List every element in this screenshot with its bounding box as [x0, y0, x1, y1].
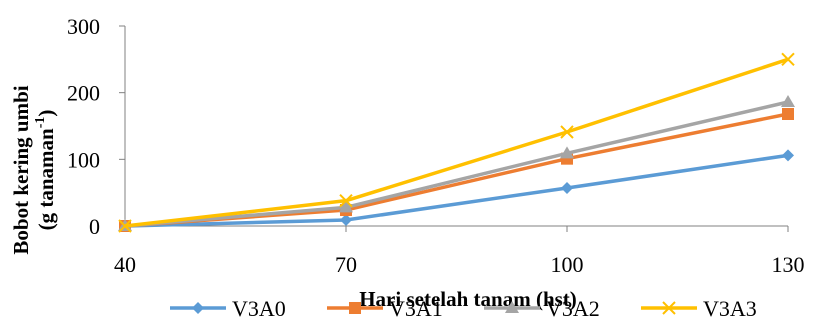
data-point-v3a3 [781, 52, 795, 67]
legend-label: V3A0 [232, 296, 286, 321]
legend-marker [505, 301, 519, 313]
legend-item-v3a1: V3A1 [327, 296, 443, 321]
y-tick-label: 100 [67, 147, 100, 172]
series-v3a2 [118, 95, 795, 231]
legend-item-v3a0: V3A0 [170, 296, 286, 321]
x-tick-label: 130 [772, 252, 805, 277]
y-tick-label: 0 [89, 214, 100, 239]
series-v3a3 [118, 52, 795, 233]
legend-item-v3a3: V3A3 [641, 296, 757, 321]
series-group [118, 52, 795, 233]
x-tick-label: 40 [114, 252, 136, 277]
data-point-v3a3 [118, 219, 132, 233]
x-tick-label: 70 [335, 252, 357, 277]
y-axis-title: Bobot kering umbi (g tanaman-1) [9, 85, 58, 254]
legend-marker [192, 302, 204, 314]
data-point-v3a2 [781, 95, 795, 107]
y-axis-unit-exponent: -1 [33, 117, 48, 129]
legend-item-v3a2: V3A2 [484, 296, 600, 321]
legend-label: V3A1 [389, 296, 443, 321]
data-point-v3a0 [340, 214, 352, 226]
data-point-v3a3 [560, 125, 574, 139]
data-point-v3a2 [560, 146, 574, 159]
series-line-v3a2 [124, 100, 789, 228]
data-point-v3a0 [782, 149, 794, 162]
y-axis-title-line1: Bobot kering umbi [9, 85, 33, 254]
axes [124, 26, 788, 227]
legend-label: V3A2 [546, 296, 600, 321]
data-point-v3a3 [339, 193, 353, 208]
x-tick-label: 100 [551, 252, 584, 277]
data-point-v3a1 [782, 108, 794, 120]
legend: V3A0 V3A1 V3A2 V3A3 [170, 296, 757, 321]
legend-label: V3A3 [703, 296, 757, 321]
y-tick-label: 200 [67, 81, 100, 106]
y-tick-label: 300 [67, 14, 100, 39]
y-axis-title-line2: (g tanaman-1) [33, 110, 58, 231]
series-line-v3a0 [124, 153, 789, 228]
y-ticks: 0 100 200 300 [67, 14, 125, 239]
data-point-v3a0 [561, 182, 573, 194]
series-line-v3a3 [124, 57, 789, 228]
data-point-v3a2 [339, 200, 353, 213]
x-axis-title: Hari setelah tanam (hst) [359, 287, 577, 311]
y-axis-unit-close: ) [34, 110, 58, 117]
legend-marker [349, 302, 361, 314]
y-axis-unit: (g tanaman [34, 128, 58, 230]
x-ticks: 40 70 100 130 [114, 226, 805, 277]
legend-marker [662, 301, 676, 315]
